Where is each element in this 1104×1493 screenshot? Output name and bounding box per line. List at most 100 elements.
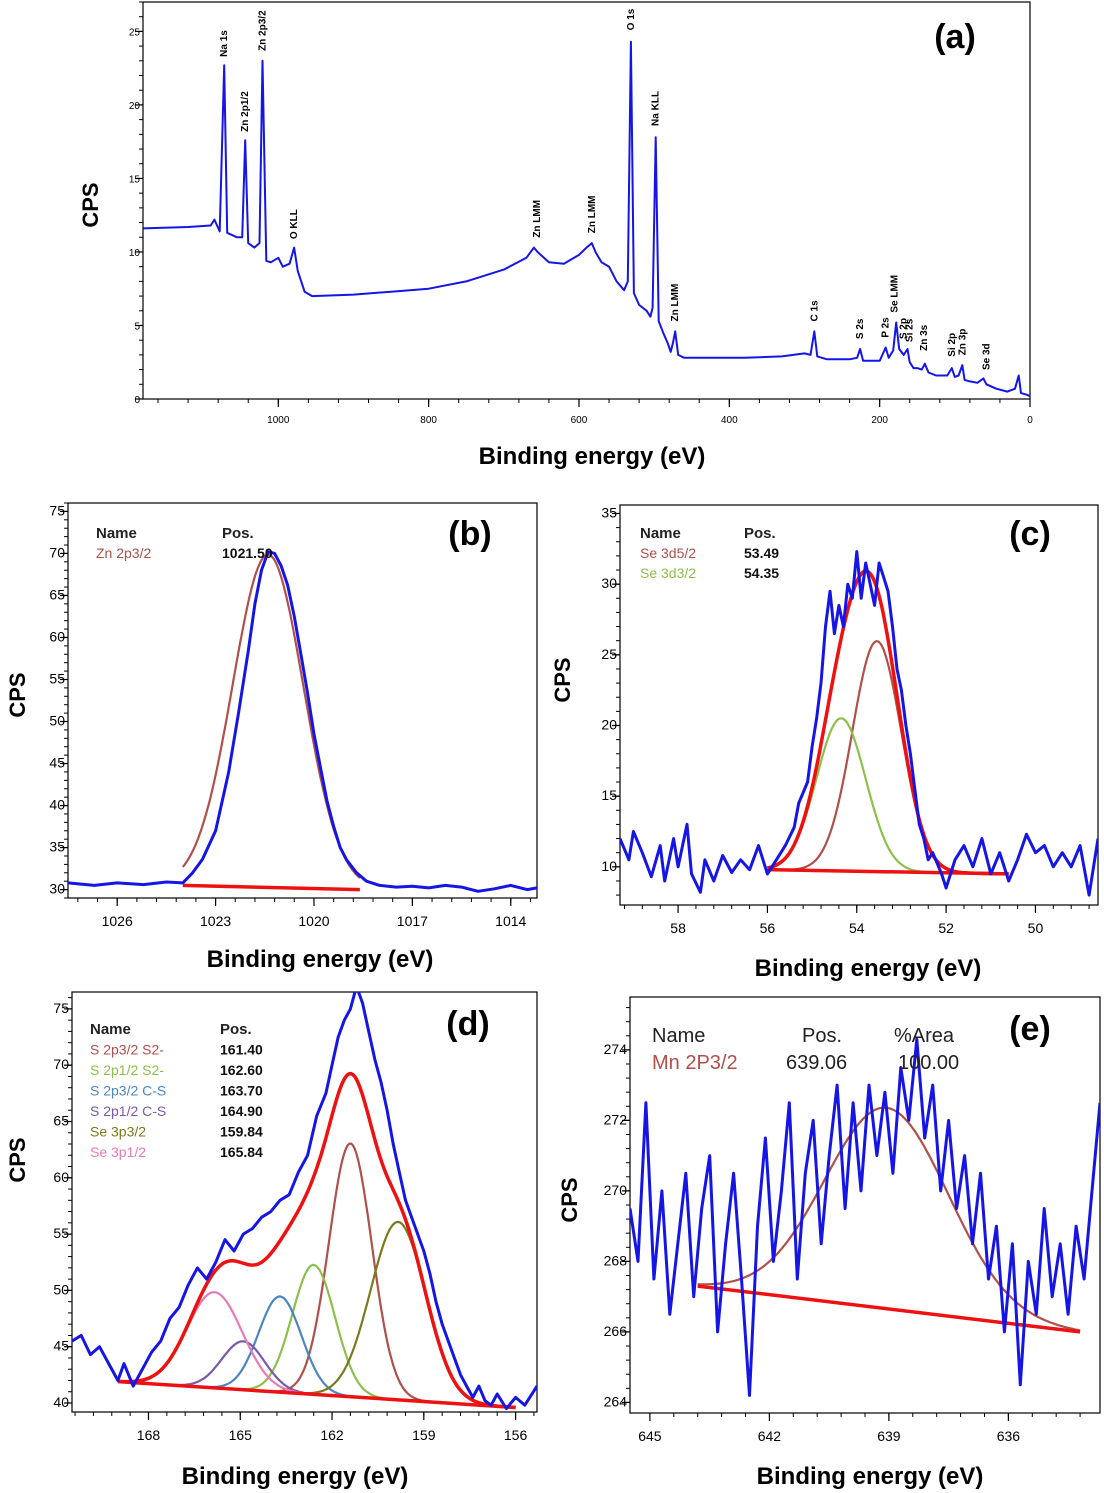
legend: Name Pos. Se 3d5/2 53.49 Se 3d3/2 54.35 — [640, 525, 779, 581]
y-tick-label: 30 — [601, 575, 617, 591]
x-tick-label: 58 — [670, 920, 686, 936]
legend-entry-pos: 164.90 — [220, 1103, 263, 1119]
peak-annotation: Zn 2p1/2 — [240, 91, 251, 132]
x-tick-label: 642 — [758, 1428, 782, 1444]
legend-header-pos: Pos. — [802, 1025, 842, 1047]
legend-entry-pos: 165.84 — [220, 1144, 263, 1160]
plot-frame — [71, 991, 538, 1413]
legend-header-pos: Pos. — [744, 525, 776, 542]
panel-label: (c) — [1009, 515, 1051, 553]
panel-label: (a) — [934, 18, 976, 56]
y-tick-label: 50 — [53, 1281, 69, 1297]
background-line — [767, 867, 1009, 876]
y-tick-label: 266 — [604, 1323, 628, 1339]
peak-annotation: S 2s — [855, 318, 866, 339]
y-tick-label: 25 — [129, 27, 141, 38]
y-tick-label: 75 — [49, 502, 65, 518]
legend: Name Pos. S 2p3/2 S2- 161.40 S 2p1/2 S2- 162.… — [90, 1021, 263, 1160]
legend-entry-name: S 2p3/2 S2- — [90, 1042, 164, 1058]
legend-header-name: Name — [640, 525, 681, 542]
y-tick-label: 10 — [601, 858, 617, 874]
legend-entry-name: Se 3p1/2 — [90, 1144, 146, 1160]
component-curve — [117, 1295, 516, 1409]
x-tick-label: 200 — [871, 415, 888, 426]
legend-header-name: Name — [96, 525, 137, 542]
x-tick-label: 645 — [638, 1428, 662, 1444]
legend-entry-pos: 639.06 — [786, 1052, 847, 1074]
legend-entry-pos: 163.70 — [220, 1083, 263, 1099]
legend-entry-pos: 54.35 — [744, 565, 779, 581]
y-tick-label: 75 — [53, 1000, 69, 1016]
peak-annotation: Si 2p — [947, 333, 958, 357]
y-axis-label: CPS — [557, 1177, 582, 1222]
y-tick-label: 55 — [53, 1225, 69, 1241]
peak-annotation: Se 3d — [981, 343, 992, 370]
y-tick-label: 40 — [53, 1394, 69, 1410]
peak-annotation: C 1s — [809, 300, 820, 322]
panel-label: (e) — [1009, 1010, 1051, 1048]
x-tick-label: 56 — [760, 920, 776, 936]
spectrum-line — [72, 992, 537, 1411]
peak-annotation: Zn LMM — [670, 284, 681, 322]
spectrum-line — [630, 1037, 1100, 1397]
x-tick-label: 800 — [420, 415, 437, 426]
x-tick-label: 1023 — [200, 913, 231, 929]
peak-annotation: Zn LMM — [532, 200, 543, 238]
x-tick-label: 1017 — [397, 913, 428, 929]
y-tick-label: 15 — [601, 787, 617, 803]
x-tick-label: 50 — [1028, 920, 1044, 936]
plot-frame — [619, 504, 1099, 906]
plot-area — [620, 550, 1098, 897]
x-tick-label: 639 — [877, 1428, 901, 1444]
component-curve — [767, 717, 1009, 875]
peak-annotation: O 1s — [626, 8, 637, 30]
panel-b: 1026 1023 1020 1017 1014 30 35 40 45 50 55 60 65 70 75… — [5, 502, 538, 973]
envelope-curve — [117, 1071, 516, 1410]
y-axis-label: CPS — [5, 672, 30, 717]
legend-entry-name: S 2p1/2 S2- — [90, 1062, 164, 1078]
peak-annotation: Zn LMM — [587, 195, 598, 233]
legend-header-pos: Pos. — [222, 525, 254, 542]
peak-annotation: S 2p — [899, 318, 910, 339]
x-tick-label: 168 — [137, 1427, 161, 1443]
panel-a: 1000 800 600 400 200 0 0 5 10 15 20 25 Binding energ… — [78, 1, 1033, 470]
plot-area — [68, 550, 537, 893]
envelope-curve — [766, 569, 1009, 876]
legend-entry-name: Mn 2P3/2 — [652, 1052, 738, 1074]
legend-entry-pos: 161.40 — [220, 1042, 263, 1058]
y-tick-label: 60 — [49, 628, 65, 644]
x-tick-label: 162 — [320, 1427, 344, 1443]
y-tick-label: 5 — [134, 321, 140, 332]
y-tick-label: 45 — [49, 755, 65, 771]
plot-frame — [142, 1, 1031, 400]
legend-entry-pos: 1021.50 — [222, 545, 273, 561]
panel-c: 58 56 54 52 50 10 15 20 25 30 35 Binding energy (eV… — [550, 504, 1099, 982]
legend-entry-pos: 53.49 — [744, 545, 779, 561]
y-tick-label: 0 — [134, 395, 140, 406]
peak-annotation: Si 2s — [905, 318, 916, 342]
x-tick-label: 1026 — [102, 913, 133, 929]
y-tick-label: 274 — [604, 1041, 628, 1057]
legend-header-name: Name — [90, 1021, 131, 1038]
plot-frame — [67, 502, 538, 899]
legend-entry-pos: 159.84 — [220, 1124, 263, 1140]
panel-label: (b) — [448, 515, 491, 553]
component-curve — [117, 1142, 516, 1409]
y-tick-label: 270 — [604, 1182, 628, 1198]
peak-annotation: Se LMM — [890, 275, 901, 313]
y-tick-label: 35 — [49, 839, 65, 855]
component-curve — [767, 640, 1009, 875]
peak-annotation: Zn 3p — [957, 329, 968, 356]
x-tick-label: 0 — [1027, 415, 1033, 426]
legend-entry-name: S 2p1/2 C-S — [90, 1103, 166, 1119]
y-tick-label: 40 — [49, 797, 65, 813]
x-tick-label: 1020 — [298, 913, 329, 929]
legend-entry-name: Se 3p3/2 — [90, 1124, 146, 1140]
y-axis-label: CPS — [550, 657, 575, 702]
legend-entry-name: Zn 2p3/2 — [96, 545, 151, 561]
legend-entry-area: 100.00 — [898, 1052, 959, 1074]
y-tick-label: 15 — [129, 174, 141, 185]
panel-label: (d) — [446, 1005, 489, 1043]
peak-annotation: P 2s — [881, 317, 892, 338]
